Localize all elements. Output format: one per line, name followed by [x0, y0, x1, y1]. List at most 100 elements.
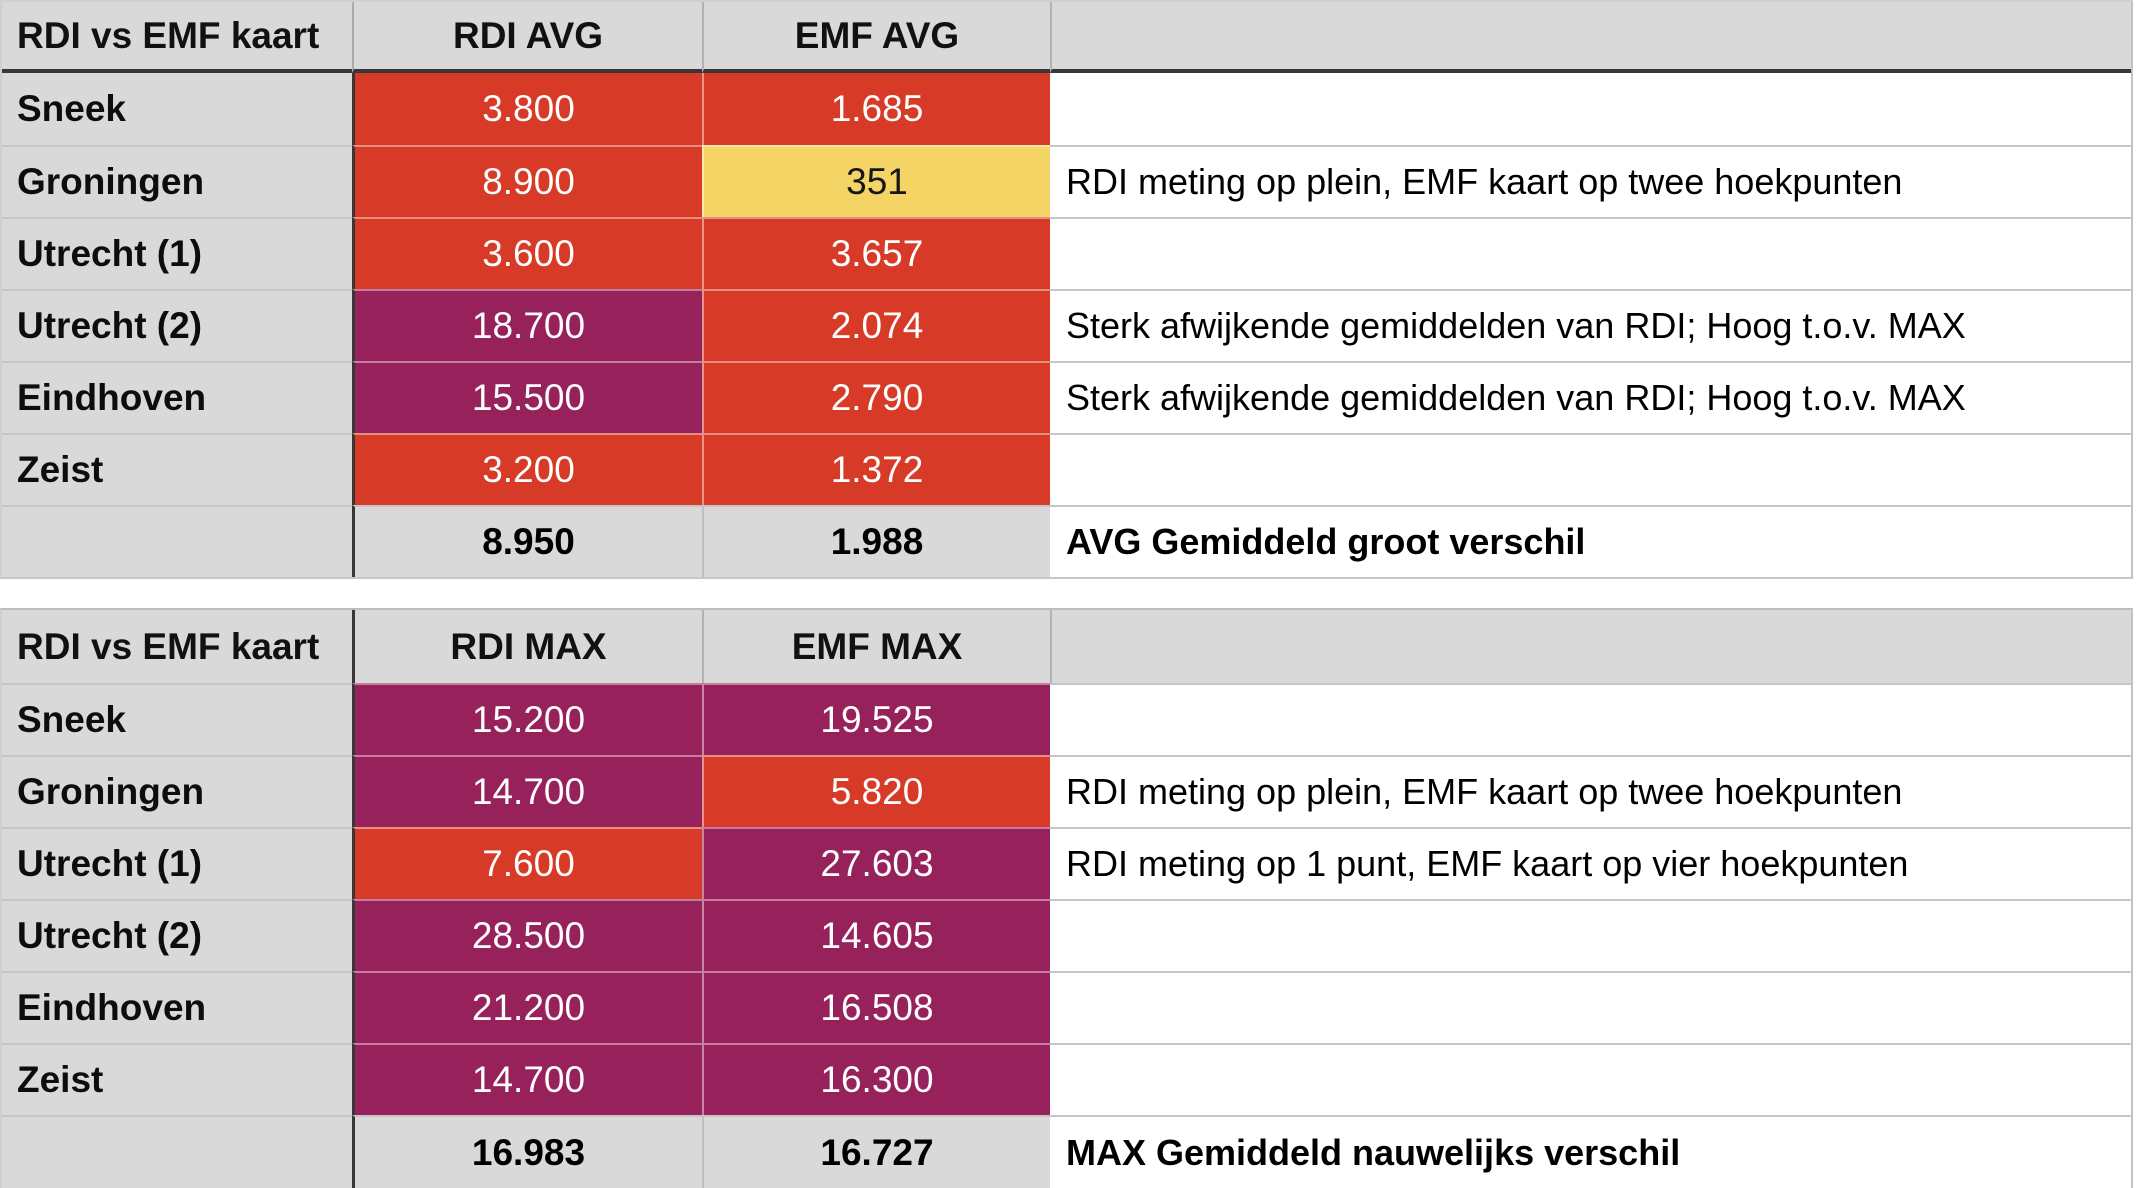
- cell-value: 14.605: [820, 915, 934, 956]
- note-cell[interactable]: [1050, 971, 2131, 1043]
- rdi-value-cell[interactable]: 15.200: [352, 683, 702, 755]
- rdi-value-cell[interactable]: 3.800: [352, 73, 702, 145]
- emf-avg-total-cell[interactable]: 1.988: [702, 505, 1050, 577]
- note-cell[interactable]: Sterk afwijkende gemiddelden van RDI; Ho…: [1050, 361, 2131, 433]
- notes-header-cell[interactable]: [1050, 2, 2131, 73]
- notes-header-cell[interactable]: [1050, 610, 2131, 683]
- emf-value-cell[interactable]: 14.605: [702, 899, 1050, 971]
- emf-value-cell[interactable]: 1.685: [702, 73, 1050, 145]
- rdi-max-total-cell[interactable]: 16.983: [352, 1115, 702, 1188]
- cell-value: 3.200: [482, 449, 575, 490]
- row-label-cell[interactable]: Sneek: [2, 683, 352, 755]
- rdi-value-cell[interactable]: 14.700: [352, 755, 702, 827]
- note-cell[interactable]: [1050, 433, 2131, 505]
- rdi-avg-header-cell[interactable]: RDI AVG: [352, 2, 702, 73]
- cell-value: 3.657: [830, 233, 924, 274]
- emf-value-cell[interactable]: 351: [702, 145, 1050, 217]
- table-row-zeist: Zeist 14.700 16.300: [2, 1043, 2131, 1115]
- avg-table: RDI vs EMF kaart RDI AVG EMF AVG Sneek 3…: [0, 0, 2133, 579]
- row-label-cell[interactable]: Groningen: [2, 755, 352, 827]
- summary-text: MAX Gemiddeld nauwelijks verschil: [1066, 1131, 1681, 1173]
- column-header: RDI MAX: [450, 625, 607, 667]
- totals-label-cell[interactable]: [2, 505, 352, 577]
- emf-value-cell[interactable]: 5.820: [702, 755, 1050, 827]
- row-label-cell[interactable]: Sneek: [2, 73, 352, 145]
- avg-totals-row: 8.950 1.988 AVG Gemiddeld groot verschil: [2, 505, 2131, 577]
- max-table: RDI vs EMF kaart RDI MAX EMF MAX Sneek 1…: [0, 608, 2133, 1188]
- note-text: Sterk afwijkende gemiddelden van RDI; Ho…: [1066, 305, 1966, 346]
- rdi-value-cell[interactable]: 8.900: [352, 145, 702, 217]
- city-label: Zeist: [17, 449, 104, 490]
- rdi-value-cell[interactable]: 14.700: [352, 1043, 702, 1115]
- note-text: RDI meting op plein, EMF kaart op twee h…: [1066, 161, 1903, 202]
- table-row-groningen: Groningen 14.700 5.820 RDI meting op ple…: [2, 755, 2131, 827]
- cell-value: 15.500: [471, 377, 586, 418]
- city-label: Groningen: [17, 771, 205, 812]
- emf-value-cell[interactable]: 2.074: [702, 289, 1050, 361]
- cell-value: 21.200: [471, 987, 586, 1028]
- note-cell[interactable]: RDI meting op plein, EMF kaart op twee h…: [1050, 145, 2131, 217]
- emf-value-cell[interactable]: 3.657: [702, 217, 1050, 289]
- cell-value: 3.600: [482, 233, 575, 274]
- emf-max-header-cell[interactable]: EMF MAX: [702, 610, 1050, 683]
- rdi-value-cell[interactable]: 7.600: [352, 827, 702, 899]
- cell-value: 16.300: [820, 1059, 934, 1100]
- rdi-value-cell[interactable]: 18.700: [352, 289, 702, 361]
- max-totals-row: 16.983 16.727 MAX Gemiddeld nauwelijks v…: [2, 1115, 2131, 1188]
- cell-value: 8.900: [482, 161, 575, 202]
- note-cell[interactable]: [1050, 1043, 2131, 1115]
- note-text: RDI meting op 1 punt, EMF kaart op vier …: [1066, 843, 1909, 884]
- cell-value: 16.508: [820, 987, 934, 1028]
- note-cell[interactable]: RDI meting op plein, EMF kaart op twee h…: [1050, 755, 2131, 827]
- row-label-cell[interactable]: Zeist: [2, 433, 352, 505]
- emf-value-cell[interactable]: 2.790: [702, 361, 1050, 433]
- row-label-cell[interactable]: Zeist: [2, 1043, 352, 1115]
- cell-value: 18.700: [471, 305, 586, 346]
- cell-value: 14.700: [471, 771, 586, 812]
- summary-text: AVG Gemiddeld groot verschil: [1066, 521, 1586, 562]
- city-label: Eindhoven: [17, 987, 207, 1028]
- total-value: 16.727: [820, 1131, 934, 1173]
- row-label-cell[interactable]: Utrecht (1): [2, 217, 352, 289]
- table-title-cell[interactable]: RDI vs EMF kaart: [2, 2, 352, 73]
- emf-value-cell[interactable]: 16.300: [702, 1043, 1050, 1115]
- note-cell[interactable]: [1050, 899, 2131, 971]
- emf-value-cell[interactable]: 16.508: [702, 971, 1050, 1043]
- row-label-cell[interactable]: Eindhoven: [2, 361, 352, 433]
- rdi-max-header-cell[interactable]: RDI MAX: [352, 610, 702, 683]
- note-text: RDI meting op plein, EMF kaart op twee h…: [1066, 771, 1903, 812]
- rdi-value-cell[interactable]: 21.200: [352, 971, 702, 1043]
- row-label-cell[interactable]: Utrecht (1): [2, 827, 352, 899]
- note-cell[interactable]: [1050, 683, 2131, 755]
- column-header: EMF MAX: [791, 625, 963, 667]
- table-row-utrecht-1: Utrecht (1) 3.600 3.657: [2, 217, 2131, 289]
- note-text: Sterk afwijkende gemiddelden van RDI; Ho…: [1066, 377, 1966, 418]
- emf-avg-header-cell[interactable]: EMF AVG: [702, 2, 1050, 73]
- note-cell[interactable]: Sterk afwijkende gemiddelden van RDI; Ho…: [1050, 289, 2131, 361]
- city-label: Utrecht (2): [17, 305, 203, 346]
- note-cell[interactable]: RDI meting op 1 punt, EMF kaart op vier …: [1050, 827, 2131, 899]
- table-row-eindhoven: Eindhoven 15.500 2.790 Sterk afwijkende …: [2, 361, 2131, 433]
- row-label-cell[interactable]: Utrecht (2): [2, 899, 352, 971]
- rdi-value-cell[interactable]: 15.500: [352, 361, 702, 433]
- emf-value-cell[interactable]: 19.525: [702, 683, 1050, 755]
- table-row-groningen: Groningen 8.900 351 RDI meting op plein,…: [2, 145, 2131, 217]
- totals-label-cell[interactable]: [2, 1115, 352, 1188]
- table-row-sneek: Sneek 3.800 1.685: [2, 73, 2131, 145]
- table-title-cell[interactable]: RDI vs EMF kaart: [2, 610, 352, 683]
- avg-summary-cell[interactable]: AVG Gemiddeld groot verschil: [1050, 505, 2131, 577]
- emf-value-cell[interactable]: 1.372: [702, 433, 1050, 505]
- rdi-value-cell[interactable]: 3.600: [352, 217, 702, 289]
- row-label-cell[interactable]: Groningen: [2, 145, 352, 217]
- rdi-value-cell[interactable]: 3.200: [352, 433, 702, 505]
- row-label-cell[interactable]: Eindhoven: [2, 971, 352, 1043]
- note-cell[interactable]: [1050, 217, 2131, 289]
- emf-max-total-cell[interactable]: 16.727: [702, 1115, 1050, 1188]
- note-cell[interactable]: [1050, 73, 2131, 145]
- emf-value-cell[interactable]: 27.603: [702, 827, 1050, 899]
- row-label-cell[interactable]: Utrecht (2): [2, 289, 352, 361]
- rdi-avg-total-cell[interactable]: 8.950: [352, 505, 702, 577]
- rdi-value-cell[interactable]: 28.500: [352, 899, 702, 971]
- total-value: 1.988: [830, 521, 924, 562]
- max-summary-cell[interactable]: MAX Gemiddeld nauwelijks verschil: [1050, 1115, 2131, 1188]
